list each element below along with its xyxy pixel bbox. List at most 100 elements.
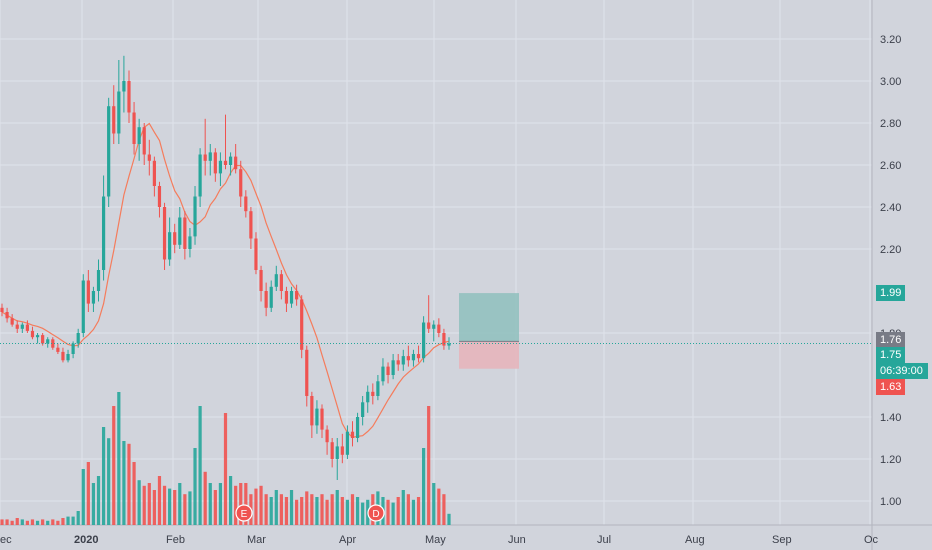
candle-body: [168, 232, 172, 260]
time-tick-label: May: [425, 534, 446, 546]
volume-bar: [305, 491, 309, 525]
volume-bar: [422, 448, 426, 525]
volume-bar: [157, 476, 162, 525]
time-tick-label: Sep: [772, 534, 792, 546]
candle-body: [137, 127, 141, 144]
stop-price-tag: 1.63: [876, 379, 906, 395]
volume-bar: [289, 490, 294, 525]
candle-body: [295, 291, 299, 300]
candle-body: [127, 81, 131, 113]
volume-bar: [142, 485, 146, 525]
candle-body: [386, 366, 390, 375]
volume-bar: [401, 490, 405, 525]
candle-body: [25, 324, 29, 331]
candle-body: [20, 324, 24, 329]
volume-bar: [198, 406, 202, 525]
candle-body: [76, 333, 80, 344]
candle-body: [157, 186, 162, 207]
candle-body: [183, 217, 187, 249]
candle-body: [447, 343, 451, 346]
volume-bar: [386, 499, 390, 525]
candle-body: [132, 112, 136, 144]
price-tick-label: 3.20: [880, 34, 901, 46]
time-tick-label: Apr: [339, 534, 356, 546]
volume-bar: [274, 490, 278, 525]
volume-bar: [259, 485, 263, 525]
candle-body: [188, 236, 192, 249]
candle-body: [203, 154, 207, 161]
volume-bar: [345, 499, 350, 525]
candle-body: [432, 324, 436, 329]
target-zone: [459, 293, 519, 342]
candle-body: [112, 106, 116, 134]
volume-bar: [41, 519, 45, 525]
volume-bar: [427, 406, 431, 525]
marker-letter: E: [241, 509, 248, 520]
stop-zone: [459, 341, 519, 369]
volume-bar: [411, 499, 416, 525]
volume-bar: [432, 483, 436, 525]
volume-bar: [101, 427, 106, 525]
candle-body: [101, 196, 106, 270]
volume-bar: [81, 469, 85, 525]
volume-bar: [86, 462, 90, 525]
time-axis[interactable]: ec 2020 Feb Mar Apr May Jun Jul Aug Sep Oc: [0, 534, 879, 546]
candle-body: [381, 366, 385, 382]
candle-body: [442, 333, 446, 346]
price-tick-label: 1.00: [880, 496, 901, 508]
candle-body: [416, 354, 421, 359]
bar-countdown-tag: 06:39:00: [876, 363, 928, 379]
volume-bar: [269, 497, 273, 525]
price-axis[interactable]: 3.203.002.802.602.402.201.801.401.201.00: [880, 34, 901, 508]
candle-body: [264, 291, 268, 308]
volume-bar: [295, 499, 299, 525]
candle-body: [30, 330, 35, 338]
candle-body: [152, 160, 156, 186]
candle-body: [355, 417, 360, 438]
volume-bar: [437, 488, 441, 525]
volume-bar: [66, 516, 70, 525]
volume-bar: [406, 494, 410, 525]
dividend-marker[interactable]: D: [367, 504, 385, 522]
candle-body: [371, 391, 375, 396]
volume-bar: [234, 485, 238, 525]
volume-bar: [5, 519, 9, 525]
position-tool[interactable]: [459, 293, 519, 369]
time-tick-label: ec: [0, 534, 12, 546]
volume-bar: [15, 518, 19, 525]
candle-body: [320, 408, 324, 430]
volume-bar: [132, 462, 136, 525]
candle-body: [15, 324, 19, 329]
candle-body: [350, 431, 355, 438]
earnings-marker[interactable]: E: [235, 504, 253, 522]
volume-bar: [152, 490, 156, 525]
candle-body: [198, 154, 202, 197]
volume-bar: [51, 519, 55, 525]
candle-body: [254, 238, 258, 270]
candle-body: [147, 154, 151, 161]
price-tick-label: 2.20: [880, 244, 901, 256]
candle-body: [361, 402, 365, 417]
volume-bar: [162, 485, 167, 525]
candle-body: [178, 217, 182, 245]
volume-bar: [71, 516, 75, 525]
candle-body: [56, 347, 60, 352]
candle-body: [325, 429, 329, 443]
candle-body: [366, 391, 370, 403]
time-tick-label: Feb: [166, 534, 185, 546]
volume-bar: [76, 511, 80, 525]
volume-bar: [361, 502, 365, 525]
ma-polyline: [1, 122, 450, 438]
time-tick-label: Jul: [597, 534, 611, 546]
volume-bar: [96, 476, 101, 525]
current-price-tag: 1.76: [876, 332, 906, 348]
price-tick-label: 2.40: [880, 202, 901, 214]
candle-body: [376, 381, 380, 396]
volume-bar: [20, 519, 24, 525]
price-tick-label: 1.20: [880, 454, 901, 466]
volume-bar: [416, 497, 421, 525]
volume-bar: [442, 494, 446, 525]
